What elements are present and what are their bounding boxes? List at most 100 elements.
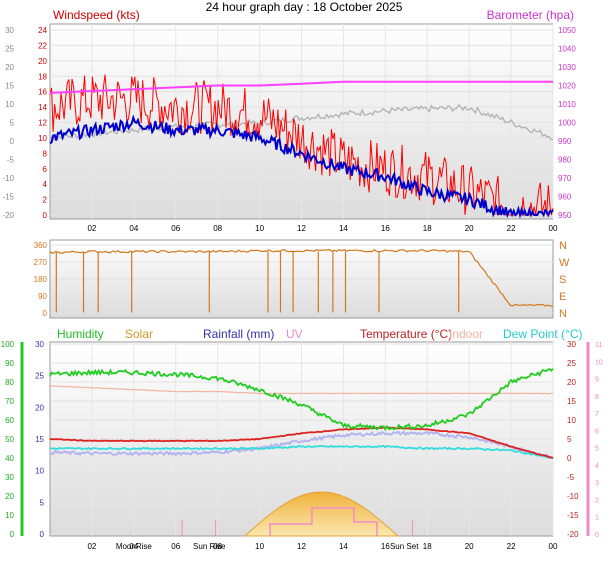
- direction-degree-tick: 90: [38, 292, 47, 301]
- legend-indoor: Indoor: [449, 327, 483, 341]
- uv-tick: 10: [595, 359, 603, 366]
- climate-x-tick: 10: [255, 542, 264, 551]
- legend-uv: UV: [286, 327, 303, 341]
- grey-line-series: [49, 103, 554, 141]
- temperature-tick: 25: [567, 359, 576, 368]
- outer-tick: 30: [5, 26, 14, 35]
- uv-tick: 11: [595, 342, 602, 349]
- wind-tick: 6: [43, 165, 48, 174]
- legend-solar: Solar: [125, 327, 153, 341]
- astronomy-events: MoonRise Sun Rise Sun Set: [116, 520, 419, 551]
- windspeed-label: Windspeed (kts): [53, 8, 140, 22]
- direction-degree-tick: 0: [43, 309, 48, 318]
- climate-x-tick: 04: [129, 542, 138, 551]
- outer-tick: 20: [5, 63, 14, 72]
- direction-degree-tick: 270: [34, 258, 48, 267]
- humidity-series: [49, 368, 554, 432]
- humidity-tick: 50: [5, 435, 14, 444]
- climate-x-tick: 08: [213, 542, 222, 551]
- uv-tick: 0: [595, 532, 599, 539]
- solar-area: [243, 491, 400, 537]
- moonrise-label: MoonRise: [116, 542, 153, 551]
- outer-tick: -15: [2, 193, 14, 202]
- outer-tick: 10: [5, 100, 14, 109]
- temperature-series: [49, 426, 554, 459]
- humidity-tick: 20: [5, 492, 14, 501]
- outer-tick: 15: [5, 82, 14, 91]
- direction-degree-ticks: 360 270 180 90 0: [34, 241, 48, 318]
- graph-title: 24 hour graph day : 18 October 2025: [206, 0, 403, 14]
- wind-x-tick: 22: [507, 224, 516, 233]
- uv-tick: 4: [595, 463, 599, 470]
- wind-tick: 0: [43, 211, 48, 220]
- climate-x-tick: 00: [549, 542, 558, 551]
- rainfall-tick: 5: [40, 498, 45, 507]
- barometer-axis-ticks: 1050 1040 1030 1020 1010 1000 990 980 970 960 950: [558, 26, 576, 220]
- baro-tick: 960: [558, 193, 572, 202]
- uv-tick: 8: [595, 394, 599, 401]
- outer-tick: -5: [7, 156, 15, 165]
- uv-tick: 2: [595, 497, 599, 504]
- wind-tick: 14: [38, 103, 47, 112]
- baro-tick: 1030: [558, 63, 576, 72]
- wind-tick: 18: [38, 72, 47, 81]
- baro-tick: 950: [558, 211, 572, 220]
- baro-tick: 990: [558, 137, 572, 146]
- wind-x-tick: 20: [465, 224, 474, 233]
- climate-x-tick: 14: [339, 542, 348, 551]
- wind-tick: 22: [38, 41, 47, 50]
- climate-x-tick: 18: [423, 542, 432, 551]
- barometer-series: [49, 80, 553, 94]
- wind-direction-series: [49, 248, 554, 313]
- wind-direction-grid: [50, 244, 553, 314]
- climate-x-tick: 06: [171, 542, 180, 551]
- climate-x-ticks: 02 04 06 08 10 12 14 16 18 20 22 00: [87, 542, 558, 551]
- climate-x-tick: 16: [381, 542, 390, 551]
- wind-tick: 2: [43, 196, 48, 205]
- wind-gust-series: [49, 74, 554, 216]
- barometer-label: Barometer (hpa): [487, 8, 574, 22]
- temperature-tick: 20: [567, 378, 576, 387]
- wind-x-tick: 02: [87, 224, 96, 233]
- wind-x-tick: 08: [213, 224, 222, 233]
- wind-tick: 16: [38, 88, 47, 97]
- humidity-tick: 90: [5, 359, 14, 368]
- rainfall-tick: 20: [35, 403, 44, 412]
- wind-x-tick: 04: [129, 224, 138, 233]
- temperature-tick: 10: [567, 416, 576, 425]
- wind-x-tick: 18: [423, 224, 432, 233]
- humidity-tick: 40: [5, 454, 14, 463]
- legend-rainfall: Rainfall (mm): [203, 327, 274, 341]
- outer-tick: -10: [2, 174, 14, 183]
- temperature-tick: 5: [567, 435, 572, 444]
- legend-dewpoint: Dew Point (°C): [503, 327, 582, 341]
- direction-degree-tick: 180: [34, 275, 48, 284]
- humidity-tick: 30: [5, 473, 14, 482]
- wind-tick: 24: [38, 26, 47, 35]
- temperature-tick: -20: [567, 530, 579, 539]
- baro-tick: 1020: [558, 82, 576, 91]
- direction-compass-tick: N: [559, 308, 567, 320]
- uv-series: [269, 507, 378, 536]
- uv-tick: 1: [595, 515, 599, 522]
- rainfall-tick: 25: [35, 372, 44, 381]
- climate-x-tick: 20: [465, 542, 474, 551]
- temperature-tick: -10: [567, 492, 579, 501]
- wind-tick: 4: [43, 180, 48, 189]
- rainfall-tick: 15: [35, 435, 44, 444]
- baro-tick: 970: [558, 174, 572, 183]
- climate-x-tick: 02: [87, 542, 96, 551]
- temperature-tick: -15: [567, 511, 579, 520]
- outer-tick: -20: [2, 211, 14, 220]
- rainfall-tick: 0: [40, 530, 45, 539]
- baro-tick: 1040: [558, 45, 576, 54]
- wind-direction-series: [49, 248, 554, 307]
- wind-x-tick: 10: [255, 224, 264, 233]
- sunrise-label: Sun Rise: [193, 542, 226, 551]
- rainfall-tick: 10: [35, 467, 44, 476]
- climate-grid: [50, 342, 554, 536]
- wind-tick: 20: [38, 57, 47, 66]
- humidity-tick: 70: [5, 397, 14, 406]
